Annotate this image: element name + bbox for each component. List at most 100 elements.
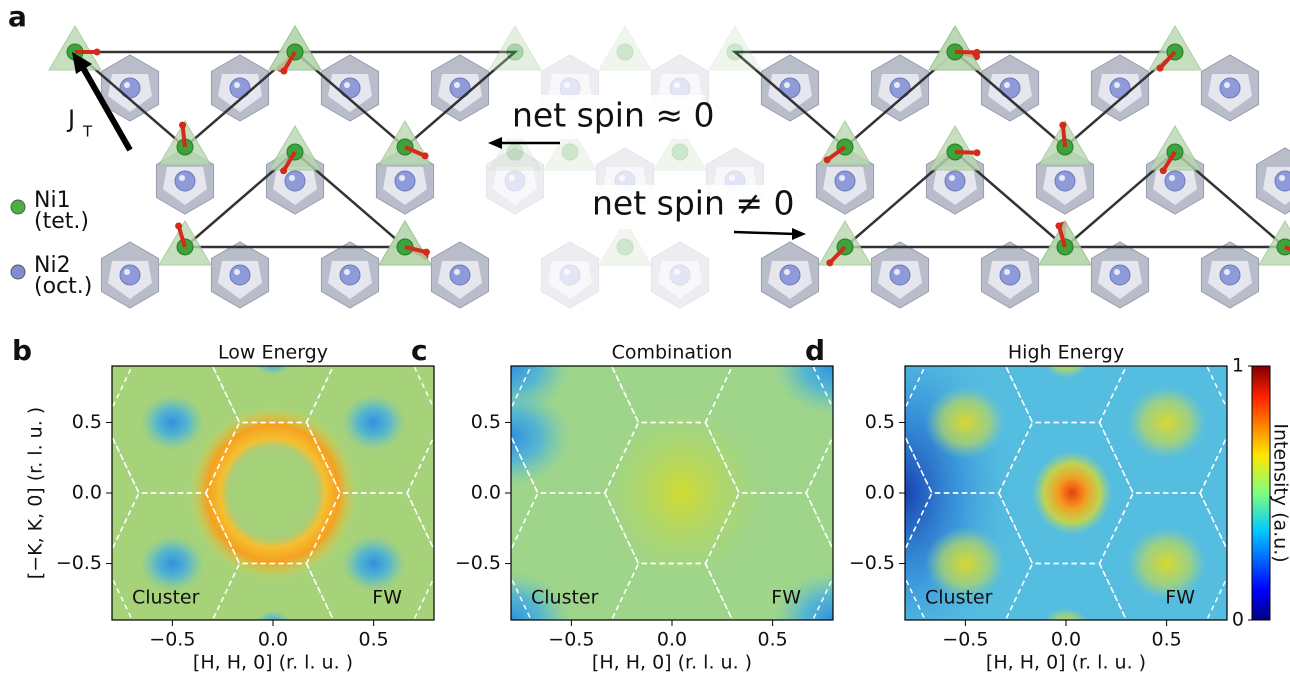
annotation: net spin ≠ 0 bbox=[592, 184, 795, 223]
colorbar: 0 1 Intensity (a.u.) bbox=[1232, 355, 1290, 631]
atom-highlight bbox=[949, 175, 955, 181]
y-tick-label: −0.5 bbox=[455, 552, 501, 574]
tetrahedron bbox=[159, 121, 211, 165]
tetrahedron bbox=[599, 26, 651, 70]
atom-highlight bbox=[839, 175, 845, 181]
octahedron bbox=[1201, 242, 1258, 308]
octahedron bbox=[321, 242, 378, 308]
tetrahedron bbox=[709, 26, 761, 70]
ni2-atom bbox=[1000, 265, 1020, 285]
tetrahedron bbox=[929, 26, 981, 70]
colorbar-tick-label: 1 bbox=[1232, 355, 1244, 377]
tetrahedron bbox=[1039, 221, 1091, 265]
colorbar-label: Intensity (a.u.) bbox=[1270, 423, 1290, 562]
ni2-atom bbox=[1165, 171, 1185, 191]
octahedron bbox=[1091, 242, 1148, 308]
atom-highlight bbox=[179, 175, 185, 181]
tetrahedron bbox=[269, 26, 321, 74]
ni1-atom bbox=[562, 144, 578, 160]
colorbar-tick-label: 0 bbox=[1232, 609, 1244, 631]
y-tick-label: −0.5 bbox=[849, 552, 895, 574]
ni2-atom bbox=[450, 265, 470, 285]
ni1-atom bbox=[727, 44, 743, 60]
ni2-atom bbox=[560, 265, 580, 285]
heatmap-panels: −0.50.00.5−0.50.00.5bLow Energy[H, H, 0]… bbox=[5, 281, 1290, 674]
intensity-feature bbox=[140, 394, 204, 450]
y-axis-label: [−K, K, 0] (r. l. u. ) bbox=[25, 407, 47, 579]
ni2-atom bbox=[780, 265, 800, 285]
panel-title: Combination bbox=[612, 342, 733, 364]
x-tick-label: 0.0 bbox=[1051, 629, 1081, 651]
spin-arrow-head bbox=[826, 259, 833, 266]
atom-highlight bbox=[289, 175, 295, 181]
y-tick-label: 0.5 bbox=[72, 411, 102, 433]
atom-highlight bbox=[234, 82, 240, 88]
tetrahedron bbox=[1149, 126, 1201, 174]
intensity-feature bbox=[341, 535, 405, 591]
ni2-atom bbox=[1220, 265, 1240, 285]
atom-highlight bbox=[1059, 175, 1065, 181]
annotation-arrow-head bbox=[792, 228, 806, 240]
annotation: Cluster bbox=[925, 587, 993, 609]
tetrahedron bbox=[1149, 26, 1201, 72]
heatmap-panel: −0.50.00.5−0.50.00.5bLow Energy[H, H, 0]… bbox=[5, 281, 542, 674]
x-axis-label: [H, H, 0] (r. l. u. ) bbox=[986, 652, 1146, 674]
atom-highlight bbox=[729, 175, 735, 181]
tetrahedron bbox=[819, 221, 871, 266]
annotation: FW bbox=[372, 587, 402, 609]
y-tick-label: 0.0 bbox=[865, 482, 895, 504]
ni1-atom bbox=[507, 144, 523, 160]
octahedron bbox=[761, 242, 818, 308]
atom-highlight bbox=[674, 269, 680, 275]
annotation-arrow bbox=[734, 232, 795, 234]
spin-arrow-head bbox=[94, 49, 101, 56]
legend-marker bbox=[11, 200, 25, 214]
structure-panel: aJTNi1(tet.)Ni2(oct.)net spin ≈ 0net spi… bbox=[8, 0, 1290, 308]
ni2-atom bbox=[1055, 171, 1075, 191]
ni2-atom bbox=[1110, 265, 1130, 285]
atom-highlight bbox=[564, 82, 570, 88]
intensity-feature bbox=[140, 535, 204, 591]
octahedron bbox=[981, 242, 1038, 308]
x-axis-label: [H, H, 0] (r. l. u. ) bbox=[193, 652, 353, 674]
colorbar-gradient bbox=[1252, 366, 1270, 620]
heatmap-image bbox=[5, 281, 542, 674]
panel-label: a bbox=[8, 0, 27, 33]
ni1-atom bbox=[617, 239, 633, 255]
ni2-atom bbox=[395, 171, 415, 191]
atom-highlight bbox=[1004, 269, 1010, 275]
tetrahedron bbox=[819, 121, 871, 165]
annotation: net spin ≈ 0 bbox=[512, 96, 715, 135]
octahedron bbox=[871, 242, 928, 308]
panel-label: b bbox=[12, 334, 32, 367]
tetrahedron bbox=[379, 221, 431, 265]
atom-highlight bbox=[674, 82, 680, 88]
atom-highlight bbox=[234, 269, 240, 275]
tetrahedron bbox=[489, 26, 541, 70]
intensity-feature bbox=[1126, 386, 1207, 459]
ni2-atom bbox=[505, 171, 525, 191]
spin-arrow-head bbox=[1157, 65, 1164, 72]
octahedron bbox=[651, 242, 708, 308]
spin-arrow-head bbox=[824, 156, 831, 163]
annotation: Cluster bbox=[531, 587, 599, 609]
octahedron bbox=[541, 242, 598, 308]
legend-site: (tet.) bbox=[34, 209, 89, 234]
octahedron bbox=[871, 55, 928, 121]
octahedron bbox=[211, 242, 268, 308]
ni2-atom bbox=[890, 265, 910, 285]
tetrahedron bbox=[379, 121, 431, 165]
y-tick-label: −0.5 bbox=[56, 552, 102, 574]
atom-highlight bbox=[454, 269, 460, 275]
atom-highlight bbox=[619, 175, 625, 181]
y-tick-label: 0.5 bbox=[471, 411, 501, 433]
atom-highlight bbox=[344, 269, 350, 275]
spin-arrow-head bbox=[422, 152, 429, 159]
x-tick-label: 0.0 bbox=[258, 629, 288, 651]
ni2-atom bbox=[1220, 78, 1240, 98]
octahedron bbox=[431, 55, 488, 121]
panel-label: d bbox=[805, 334, 825, 367]
atom-highlight bbox=[1224, 82, 1230, 88]
octahedron bbox=[431, 242, 488, 308]
ni1-atom bbox=[507, 44, 523, 60]
